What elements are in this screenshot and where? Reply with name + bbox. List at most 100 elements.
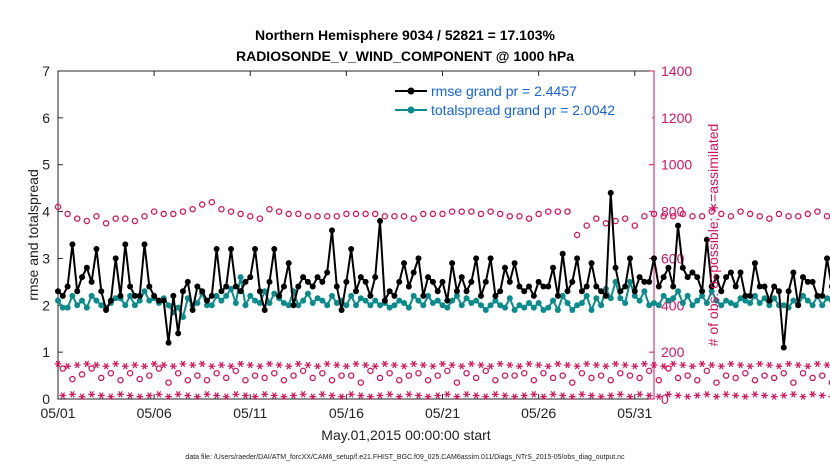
possible-point	[295, 210, 302, 218]
data-point	[107, 297, 114, 304]
possible-point	[684, 372, 691, 379]
data-point	[79, 297, 86, 304]
possible-point	[304, 213, 312, 220]
possible-point	[770, 374, 778, 382]
data-point	[333, 283, 340, 290]
assimilated-point	[583, 360, 591, 368]
assimilated-point	[713, 393, 720, 400]
assimilated-point	[314, 362, 321, 370]
assimilated-point	[218, 361, 225, 369]
assimilated-point	[809, 391, 817, 398]
data-point	[588, 306, 595, 313]
data-point	[607, 295, 614, 302]
possible-point	[362, 210, 369, 218]
assimilated-point	[203, 391, 211, 398]
possible-point	[766, 215, 773, 222]
data-point	[213, 292, 220, 299]
data-point	[425, 292, 432, 299]
possible-point	[554, 208, 562, 215]
data-point	[362, 297, 369, 304]
assimilated-point	[189, 361, 196, 369]
assimilated-point	[198, 360, 206, 368]
assimilated-point	[227, 362, 235, 370]
assimilated-point	[616, 391, 624, 398]
data-point	[228, 246, 235, 253]
assimilated-point	[727, 360, 735, 368]
data-point	[59, 304, 66, 311]
data-point	[756, 283, 763, 290]
assimilated-point	[665, 391, 672, 398]
assimilated-point	[328, 392, 336, 399]
assimilated-point	[347, 391, 355, 398]
data-point	[732, 283, 739, 290]
data-point	[487, 255, 494, 262]
assimilated-point	[722, 391, 730, 398]
assimilated-point	[150, 360, 158, 368]
data-point	[420, 292, 427, 299]
data-point	[521, 288, 528, 295]
assimilated-point	[443, 391, 451, 398]
data-point	[550, 297, 557, 304]
data-point	[756, 299, 763, 306]
data-point	[415, 255, 422, 262]
assimilated-point	[83, 360, 91, 368]
data-point	[737, 269, 744, 276]
data-point	[771, 295, 778, 302]
possible-point	[184, 377, 192, 384]
assimilated-point	[93, 361, 100, 369]
series-layer	[54, 189, 830, 400]
data-point	[204, 302, 210, 309]
assimilated-point	[746, 362, 754, 370]
y-tick-label: 7	[42, 63, 50, 79]
y-tick-label: 5	[42, 157, 50, 173]
data-point	[708, 283, 715, 290]
possible-point	[78, 371, 86, 378]
possible-point	[396, 377, 403, 384]
possible-point	[343, 210, 350, 218]
data-point	[357, 295, 364, 302]
data-point	[804, 297, 811, 304]
data-point	[723, 297, 730, 304]
possible-point	[222, 374, 230, 382]
possible-point	[559, 372, 566, 379]
assimilated-point	[621, 361, 629, 369]
data-point	[309, 283, 316, 290]
data-point	[55, 288, 61, 295]
data-point	[554, 292, 561, 299]
possible-point	[809, 374, 816, 382]
data-point	[256, 299, 263, 306]
possible-point	[160, 210, 167, 218]
data-point	[463, 288, 470, 295]
possible-point	[227, 208, 235, 215]
assimilated-point	[266, 360, 273, 368]
data-point	[751, 260, 758, 267]
data-point	[218, 288, 225, 295]
y-tick-label-right: 600	[661, 250, 685, 266]
assimilated-point	[242, 392, 249, 399]
assimilated-point	[448, 361, 456, 369]
possible-point	[367, 367, 374, 375]
assimilated-point	[511, 393, 519, 400]
y-tick-label-right: 1000	[661, 157, 692, 173]
y-tick-label: 6	[42, 110, 50, 126]
data-point	[112, 295, 119, 302]
possible-point	[247, 213, 254, 220]
data-point	[655, 283, 662, 290]
data-point	[324, 302, 331, 309]
data-point	[367, 292, 374, 299]
data-point	[679, 264, 686, 271]
possible-point	[136, 375, 143, 383]
assimilated-point	[415, 392, 422, 399]
possible-point	[487, 208, 494, 215]
data-point	[670, 283, 677, 290]
data-point	[655, 302, 662, 309]
data-point	[295, 302, 302, 309]
assimilated-point	[794, 361, 802, 369]
assimilated-point	[804, 362, 812, 370]
legend-rmse-label: rmse grand pr = 2.4457	[431, 83, 577, 99]
x-tick-label: 05/11	[233, 405, 267, 421]
assimilated-point	[717, 362, 725, 370]
series-possible	[54, 198, 830, 386]
data-point	[146, 283, 153, 290]
data-point	[410, 269, 417, 276]
